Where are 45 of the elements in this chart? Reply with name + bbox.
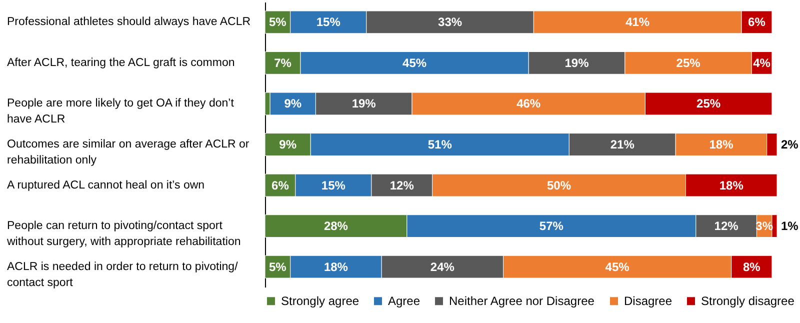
legend-label: Disagree <box>624 294 672 308</box>
y-tick-label: After ACLR, tearing the ACL graft is common <box>7 56 235 69</box>
data-label: 51% <box>428 138 452 152</box>
data-label: 5% <box>269 260 287 274</box>
data-label: 2% <box>781 138 799 152</box>
y-tick-label: Outcomes are similar on average after ACLR or rehabilitation only <box>7 138 250 166</box>
data-label: 25% <box>696 96 721 111</box>
data-label: 45% <box>402 56 427 70</box>
legend-label: Agree <box>388 294 420 308</box>
data-label: 19% <box>352 96 376 111</box>
data-label: 21% <box>610 138 635 152</box>
data-label: 6% <box>748 15 766 30</box>
data-label: 24% <box>430 260 455 274</box>
data-label: 18% <box>324 260 348 274</box>
data-label: 5% <box>269 15 287 30</box>
data-label: 1% <box>781 219 799 234</box>
legend-label: Strongly disagree <box>701 294 795 308</box>
data-label: 6% <box>272 178 290 192</box>
y-tick-label: People can return to pivoting/contact sport without surgery, with appropriate rehabilitation <box>6 220 241 248</box>
data-label: 33% <box>438 15 462 30</box>
data-label: 9% <box>279 138 297 152</box>
data-label: 9% <box>284 96 302 111</box>
data-label: 28% <box>324 219 348 234</box>
data-label: 4% <box>753 56 771 70</box>
data-label: 15% <box>321 178 346 192</box>
data-label: 7% <box>274 56 292 70</box>
data-label: 25% <box>676 56 701 70</box>
data-label: 19% <box>564 56 590 70</box>
data-label: 57% <box>539 219 564 234</box>
data-label: 12% <box>390 178 414 192</box>
y-tick-label: Professional athletes should always have ACLR <box>7 16 251 28</box>
data-label: 8% <box>742 260 761 274</box>
data-label: 18% <box>719 178 744 192</box>
data-label: 12% <box>714 219 739 234</box>
data-label: 15% <box>316 15 341 30</box>
data-label: 45% <box>605 260 630 274</box>
data-label: 41% <box>626 15 650 30</box>
y-tick-label: ACLR is needed in order to return to pivoting/ contact sport <box>7 260 239 289</box>
data-label: 46% <box>516 96 541 111</box>
data-label: 18% <box>709 138 734 152</box>
y-tick-label: People are more likely to get OA if they don’t have ACLR <box>7 98 235 126</box>
legend-label: Neither Agree nor Disagree <box>449 294 595 308</box>
y-tick-label: A ruptured ACL cannot heal on it’s own <box>7 179 205 192</box>
legend-label: Strongly agree <box>281 294 360 308</box>
data-label: 50% <box>547 178 572 192</box>
